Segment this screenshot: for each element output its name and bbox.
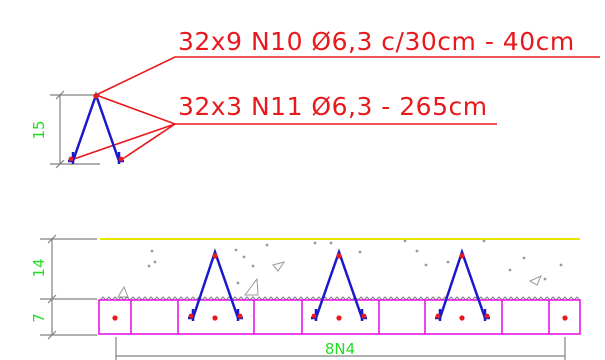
section-dimensions bbox=[40, 234, 97, 340]
truss-section-3 bbox=[435, 248, 490, 321]
beam-outline bbox=[98, 299, 581, 335]
beam-dimension-label: 7 bbox=[30, 313, 48, 323]
leader-n10 bbox=[95, 56, 600, 96]
topping-dimension-label: 14 bbox=[30, 258, 48, 277]
rebar-n11-label: 32x3 N11 Ø6,3 - 265cm bbox=[178, 92, 488, 121]
truss-detail bbox=[68, 91, 124, 164]
bottom-bars bbox=[112, 315, 568, 321]
rebar-n10-label: 32x9 N10 Ø6,3 c/30cm - 40cm bbox=[178, 27, 575, 56]
bottom-dimension bbox=[115, 337, 566, 360]
leader-n11-right-bar bbox=[120, 123, 176, 161]
concrete-hatch bbox=[117, 239, 563, 298]
detail-height-label: 15 bbox=[30, 120, 48, 139]
annotation-leaders bbox=[70, 56, 600, 161]
truss-section-2 bbox=[311, 248, 367, 321]
truss-section-1 bbox=[188, 248, 243, 321]
leader-n11-left-bar bbox=[70, 123, 176, 161]
beam-bar-label: 8N4 bbox=[325, 340, 355, 358]
detail-height-dimension: 15 bbox=[30, 90, 100, 169]
